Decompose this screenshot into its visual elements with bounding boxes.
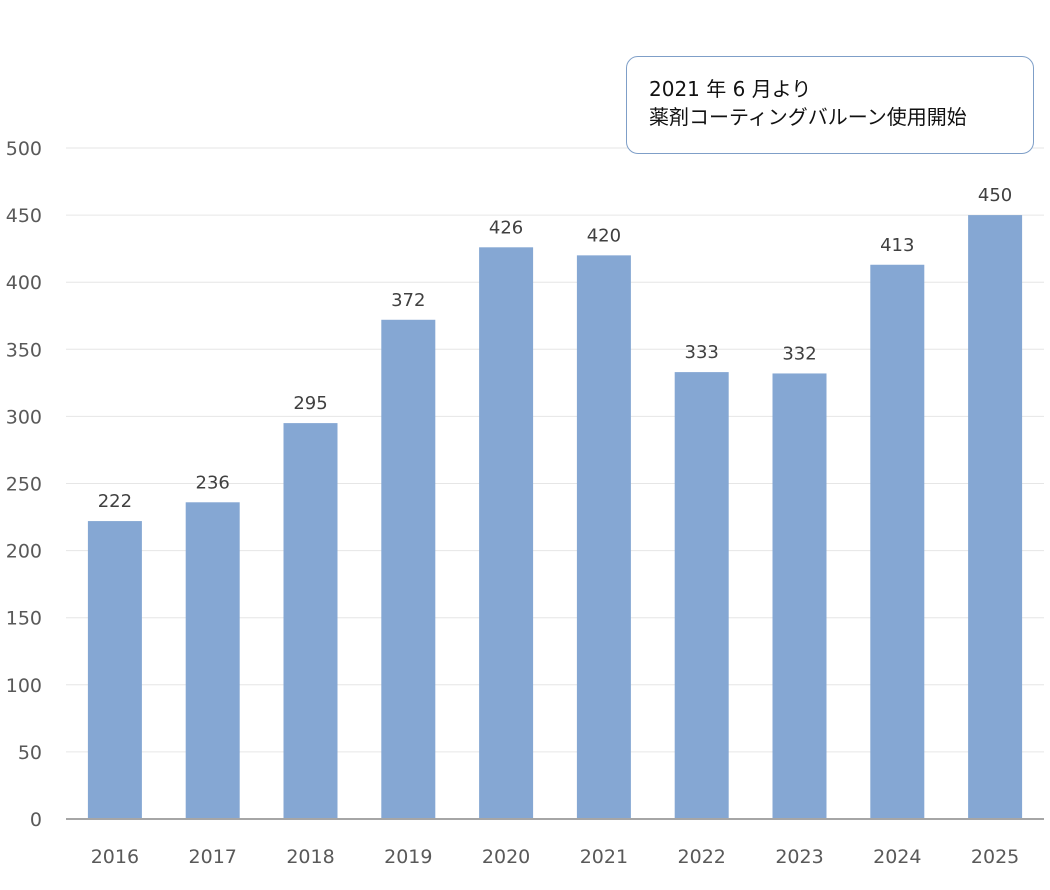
data-label: 372 — [391, 290, 425, 311]
y-tick-label: 100 — [6, 675, 42, 697]
y-tick-label: 350 — [6, 339, 42, 361]
y-tick-label: 150 — [6, 608, 42, 630]
data-label: 413 — [880, 235, 914, 256]
data-label: 236 — [196, 472, 230, 493]
annotation-line-2: 薬剤コーティングバルーン使用開始 — [649, 105, 967, 129]
x-tick-label: 2021 — [580, 846, 628, 868]
data-label: 426 — [489, 217, 523, 238]
bar — [283, 423, 338, 819]
bar — [870, 264, 925, 819]
data-label: 295 — [293, 393, 327, 414]
y-tick-label: 500 — [6, 138, 42, 160]
x-tick-label: 2025 — [971, 846, 1019, 868]
bar — [674, 372, 729, 819]
bar — [772, 373, 827, 819]
x-tick-label: 2018 — [286, 846, 334, 868]
x-tick-label: 2019 — [384, 846, 432, 868]
bar — [381, 319, 436, 819]
annotation-box: 2021 年 6 月より 薬剤コーティングバルーン使用開始 — [626, 56, 1034, 154]
y-axis-tick-labels: 0 50 100 150 200 250 300 350 400 450 500 — [6, 138, 42, 831]
data-label: 450 — [978, 185, 1012, 206]
y-tick-label: 400 — [6, 272, 42, 294]
y-tick-label: 450 — [6, 205, 42, 227]
bars — [87, 215, 1023, 820]
y-tick-label: 250 — [6, 474, 42, 496]
x-tick-label: 2023 — [775, 846, 823, 868]
data-label: 222 — [98, 491, 132, 512]
x-tick-label: 2024 — [873, 846, 921, 868]
x-tick-label: 2020 — [482, 846, 530, 868]
annotation-line-1: 2021 年 6 月より — [649, 77, 812, 101]
bar — [576, 255, 631, 820]
y-tick-label: 300 — [6, 406, 42, 428]
x-tick-label: 2022 — [678, 846, 726, 868]
y-tick-label: 0 — [30, 809, 42, 831]
bar — [479, 247, 534, 820]
x-axis-tick-labels: 2016 2017 2018 2019 2020 2021 2022 2023 2024 2025 — [91, 846, 1020, 868]
bar — [87, 521, 142, 819]
bar — [185, 502, 240, 819]
data-label: 420 — [587, 225, 621, 246]
x-tick-label: 2017 — [189, 846, 237, 868]
x-tick-label: 2016 — [91, 846, 139, 868]
data-label: 333 — [685, 342, 719, 363]
y-tick-label: 200 — [6, 541, 42, 563]
y-tick-label: 50 — [18, 742, 42, 764]
data-label: 332 — [782, 343, 816, 364]
bar — [968, 215, 1023, 820]
data-labels: 222 236 295 372 426 420 333 332 413 450 — [98, 185, 1013, 512]
